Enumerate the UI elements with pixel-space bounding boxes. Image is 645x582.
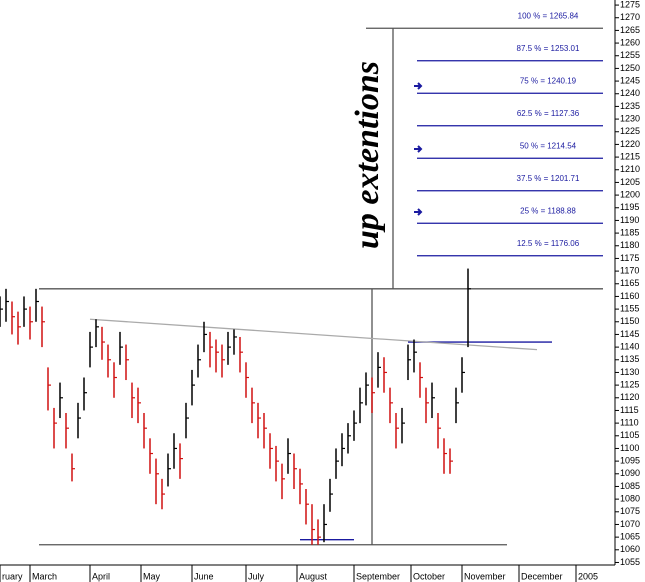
x-tick-label: August <box>299 571 328 581</box>
y-tick-label: 1110 <box>620 417 639 427</box>
y-tick-label: 1060 <box>620 544 640 554</box>
y-tick-label: 1135 <box>620 354 639 364</box>
x-tick-label: ruary <box>2 571 23 581</box>
x-tick-label: June <box>194 571 214 581</box>
y-tick-label: 1250 <box>620 63 640 73</box>
y-tick-label: 1255 <box>620 50 640 60</box>
y-tick-label: 1175 <box>620 253 639 263</box>
x-tick-label: May <box>143 571 161 581</box>
y-tick-label: 1220 <box>620 139 640 149</box>
arrow <box>414 208 423 216</box>
x-tick-label: 2005 <box>578 571 598 581</box>
y-tick-label: 1235 <box>620 101 640 111</box>
y-tick-label: 1240 <box>620 88 640 98</box>
x-tick-label: July <box>248 571 265 581</box>
y-tick-label: 1270 <box>620 12 640 22</box>
y-tick-label: 1130 <box>620 367 639 377</box>
y-tick-label: 1065 <box>620 532 640 542</box>
x-tick-label: November <box>464 571 506 581</box>
y-tick-label: 1165 <box>620 278 639 288</box>
fib-label: 50 % = 1214.54 <box>520 141 577 150</box>
y-tick-label: 1085 <box>620 481 640 491</box>
y-tick-label: 1260 <box>620 37 640 47</box>
y-tick-label: 1055 <box>620 557 640 567</box>
y-tick-label: 1190 <box>620 215 639 225</box>
x-tick-label: September <box>356 571 400 581</box>
y-tick-label: 1195 <box>620 202 639 212</box>
y-tick-label: 1180 <box>620 240 639 250</box>
y-tick-label: 1225 <box>620 126 640 136</box>
y-tick-label: 1230 <box>620 113 640 123</box>
fib-label: 100 % = 1265.84 <box>518 11 579 20</box>
y-tick-label: 1080 <box>620 494 640 504</box>
y-tick-label: 1185 <box>620 227 639 237</box>
y-tick-label: 1095 <box>620 455 640 465</box>
y-tick-label: 1215 <box>620 151 640 161</box>
x-tick-label: December <box>521 571 563 581</box>
y-tick-label: 1145 <box>620 329 639 339</box>
x-tick-label: October <box>413 571 445 581</box>
y-tick-label: 1140 <box>620 341 639 351</box>
x-tick-label: March <box>32 571 57 581</box>
arrow <box>414 82 423 90</box>
y-tick-label: 1115 <box>620 405 639 415</box>
y-tick-label: 1100 <box>620 443 639 453</box>
x-tick-label: April <box>92 571 110 581</box>
fib-label: 75 % = 1240.19 <box>520 76 577 85</box>
annotation: up extentions <box>349 61 386 249</box>
y-tick-label: 1075 <box>620 506 640 516</box>
y-tick-label: 1265 <box>620 25 640 35</box>
fib-label: 12.5 % = 1176.06 <box>517 239 580 248</box>
y-tick-label: 1205 <box>620 177 640 187</box>
y-tick-label: 1155 <box>620 303 639 313</box>
y-tick-label: 1245 <box>620 75 640 85</box>
y-tick-label: 1170 <box>620 265 639 275</box>
y-tick-label: 1275 <box>620 0 640 9</box>
y-tick-label: 1070 <box>620 519 640 529</box>
fib-label: 25 % = 1188.88 <box>520 206 576 215</box>
fib-label: 37.5 % = 1201.71 <box>517 174 580 183</box>
y-tick-label: 1200 <box>620 189 640 199</box>
y-tick-label: 1150 <box>620 316 639 326</box>
arrow <box>414 145 423 153</box>
y-tick-label: 1210 <box>620 164 640 174</box>
annotation-line <box>89 318 538 351</box>
y-tick-label: 1160 <box>620 291 639 301</box>
y-tick-label: 1120 <box>620 392 639 402</box>
y-tick-label: 1125 <box>620 379 639 389</box>
fib-label: 62.5 % = 1127.36 <box>517 109 580 118</box>
y-tick-label: 1090 <box>620 468 640 478</box>
fib-label: 87.5 % = 1253.01 <box>517 44 580 53</box>
y-tick-label: 1105 <box>620 430 639 440</box>
